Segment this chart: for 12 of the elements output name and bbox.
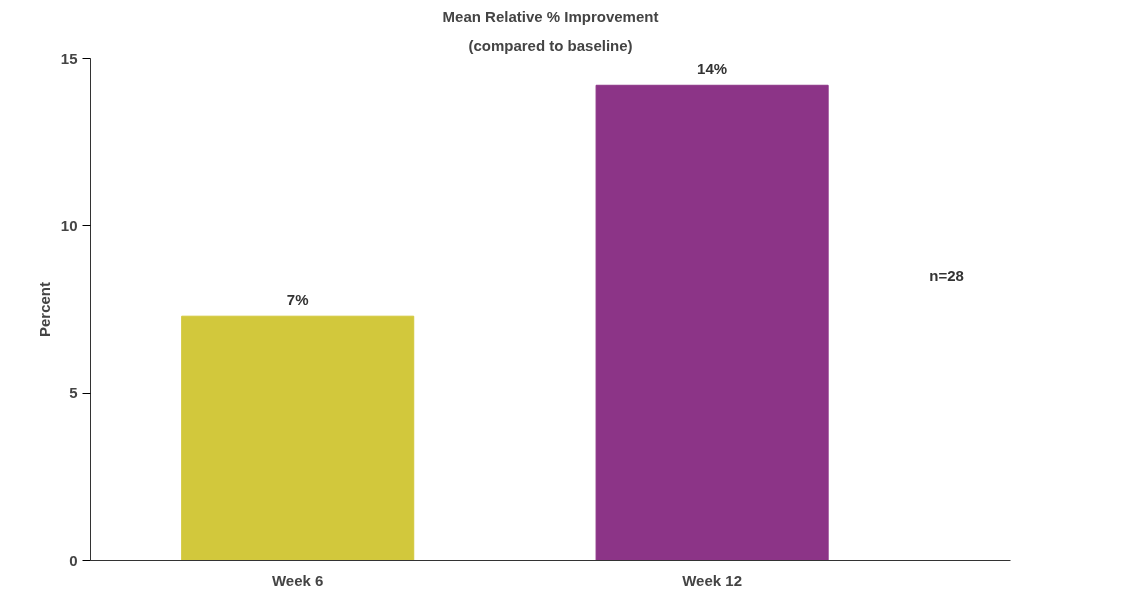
data-label: 7% bbox=[286, 291, 309, 309]
y-axis-title: Percent bbox=[35, 281, 53, 338]
y-tick-label: 10 bbox=[60, 216, 78, 234]
chart-subtitle: (compared to baseline) bbox=[468, 36, 633, 54]
chart-title: Mean Relative % Improvement bbox=[442, 7, 659, 25]
y-tick-label: 5 bbox=[69, 384, 78, 402]
x-tick-label: Week 12 bbox=[682, 571, 742, 589]
y-tick-label: 0 bbox=[69, 551, 78, 569]
annotation: n=28 bbox=[929, 267, 964, 285]
y-tick-label: 15 bbox=[60, 49, 78, 67]
data-label: 14% bbox=[697, 60, 728, 78]
x-tick-label: Week 6 bbox=[272, 571, 324, 589]
